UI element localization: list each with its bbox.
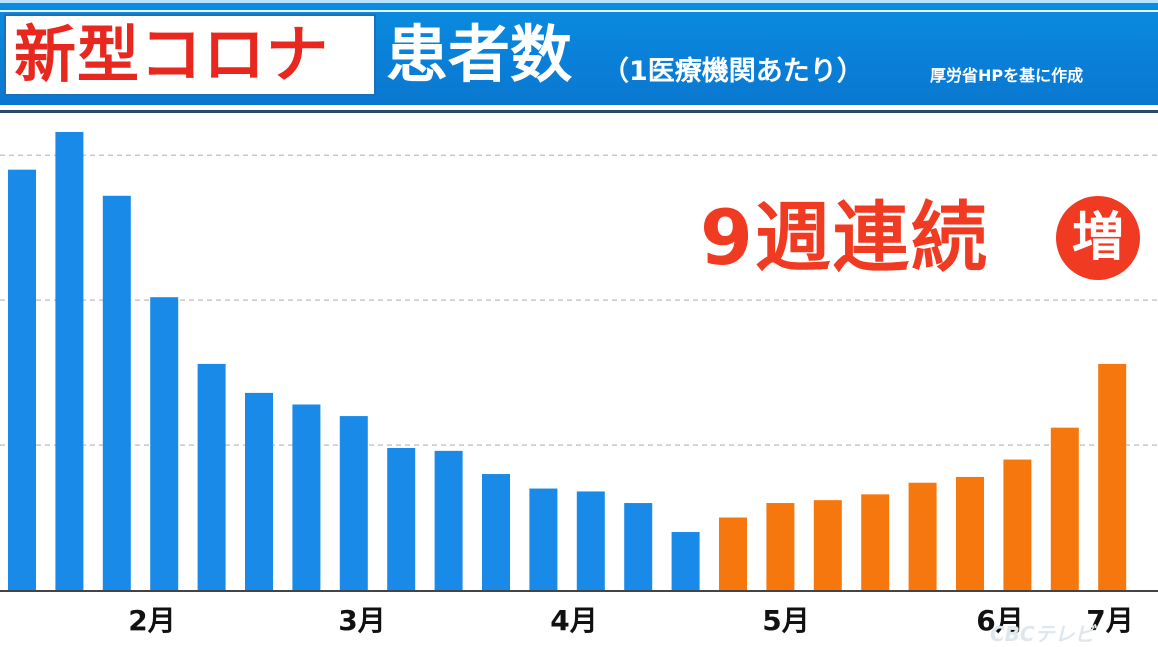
month-tick-3: 4月	[550, 604, 597, 637]
source-note: 厚労省HPを基に作成	[930, 66, 1084, 85]
title-red: 新型コロナ	[14, 18, 330, 91]
bar-9	[387, 447, 416, 590]
bar-7	[292, 404, 321, 590]
watermark: CBCテレビ	[990, 622, 1095, 646]
title-box	[4, 14, 376, 96]
month-tick-2: 3月	[338, 604, 385, 637]
bar-22	[1003, 459, 1032, 590]
bar-4	[150, 297, 179, 590]
bar-10	[434, 450, 463, 590]
bar-6	[245, 392, 273, 590]
month-tick-1: 2月	[128, 604, 175, 637]
bar-17	[766, 503, 795, 590]
bar-2	[55, 132, 84, 590]
bar-13	[576, 491, 605, 590]
header-stripe	[0, 10, 1158, 12]
header-stripe-top	[0, 0, 1158, 3]
bar-3	[102, 195, 131, 590]
bar-21	[956, 476, 984, 590]
bar-5	[197, 363, 226, 590]
bar-24	[1098, 363, 1127, 590]
bar-19	[861, 494, 890, 590]
subtitle: （1医療機関あたり）	[602, 56, 864, 87]
bar-1	[8, 169, 36, 591]
title-white: 患者数	[386, 18, 573, 91]
bar-8	[339, 416, 368, 590]
bar-14	[624, 503, 653, 590]
month-tick-4: 5月	[762, 604, 809, 637]
bar-15	[671, 532, 700, 590]
callout-badge: 増	[1056, 196, 1140, 280]
bar-12	[529, 488, 558, 590]
bar-16	[719, 517, 747, 590]
header-divider	[0, 110, 1158, 113]
bar-20	[908, 482, 937, 590]
callout-text: 9週連続	[700, 193, 989, 282]
bar-11	[482, 474, 510, 590]
x-axis-band	[0, 590, 1158, 645]
bar-18	[813, 500, 842, 590]
month-tick-6: 7月	[1086, 604, 1133, 637]
bar-23	[1050, 427, 1079, 590]
header-banner: 新型コロナ 患者数 （1医療機関あたり） 厚労省HPを基に作成	[0, 0, 1158, 105]
month-tick-5: 6月	[976, 604, 1023, 637]
